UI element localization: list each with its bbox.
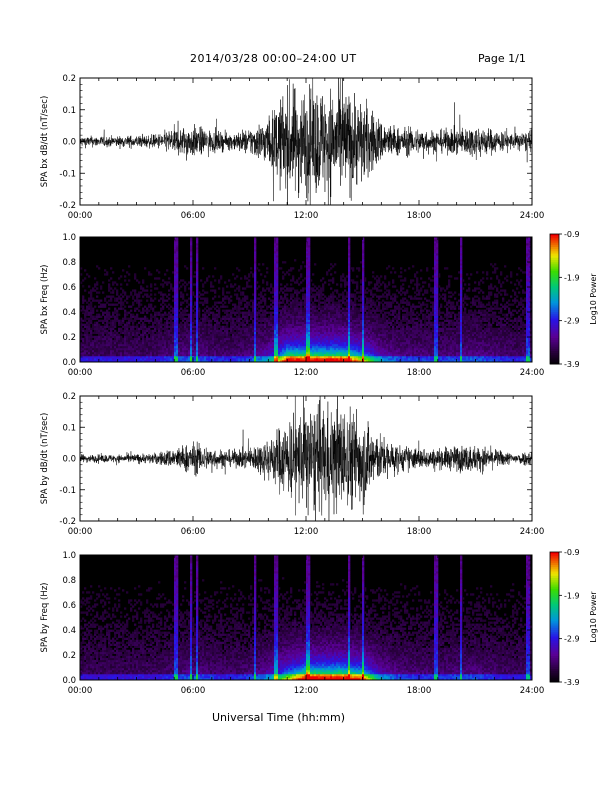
- y-tick-label: -0.2: [59, 517, 76, 527]
- x-tick-label: 18:00: [407, 527, 432, 537]
- y-tick-label: 1.0: [62, 551, 76, 561]
- x-tick-label: 06:00: [181, 368, 206, 378]
- y-tick-label: -0.1: [59, 169, 76, 179]
- y-tick-label: 0.2: [62, 392, 76, 402]
- x-tick-label: 24:00: [520, 368, 545, 378]
- y-axis-title: SPA bx dB/dt (nT/sec): [40, 96, 50, 188]
- y-tick-label: -0.1: [59, 486, 76, 496]
- x-tick-label: 24:00: [520, 527, 545, 537]
- colorbar-tick-label: -3.9: [564, 360, 580, 369]
- y-tick-label: 0.2: [62, 74, 76, 84]
- x-tick-label: 24:00: [520, 211, 545, 221]
- x-tick-label: 06:00: [181, 527, 206, 537]
- data-series-line: [80, 78, 532, 205]
- x-tick-label: 00:00: [68, 527, 93, 537]
- colorbar-frame: [549, 551, 560, 683]
- colorbar-tick-label: -0.9: [564, 230, 580, 239]
- colorbar: [550, 552, 559, 683]
- x-tick-label: 06:00: [181, 211, 206, 221]
- x-tick-label: 24:00: [520, 686, 545, 696]
- x-tick-label: 00:00: [68, 686, 93, 696]
- colorbar-frame: [549, 233, 560, 365]
- y-tick-label: 0.4: [62, 626, 76, 636]
- x-axis-title: Universal Time (hh:mm): [212, 711, 345, 724]
- x-tick-label: 06:00: [181, 686, 206, 696]
- x-tick-label: 12:00: [294, 211, 319, 221]
- x-tick-label: 18:00: [407, 211, 432, 221]
- colorbar-tick-label: -2.9: [564, 317, 580, 326]
- x-tick-label: 00:00: [68, 211, 93, 221]
- colorbar-tick-label: -1.9: [564, 273, 580, 282]
- y-tick-label: -0.2: [59, 201, 76, 211]
- colorbar-tick-label: -3.9: [564, 678, 580, 687]
- page-number: Page 1/1: [478, 52, 526, 65]
- data-series-line: [80, 396, 532, 521]
- x-tick-label: 18:00: [407, 368, 432, 378]
- x-tick-label: 12:00: [294, 686, 319, 696]
- x-tick-label: 12:00: [294, 368, 319, 378]
- page-title: 2014/03/28 00:00–24:00 UT: [190, 52, 357, 65]
- y-tick-label: 0.4: [62, 308, 76, 318]
- y-tick-label: 1.0: [62, 233, 76, 243]
- colorbar-title: Log10 Power: [589, 273, 598, 325]
- spectrogram-image: [80, 555, 533, 681]
- colorbar-tick-label: -0.9: [564, 548, 580, 557]
- y-tick-label: 0.0: [62, 358, 76, 368]
- y-tick-label: 0.6: [62, 283, 76, 293]
- y-tick-label: 0.1: [62, 106, 76, 116]
- colorbar-tick-label: -1.9: [564, 591, 580, 600]
- y-tick-label: 0.6: [62, 601, 76, 611]
- y-tick-label: 0.8: [62, 576, 76, 586]
- y-tick-label: 0.0: [62, 676, 76, 686]
- y-axis-title: SPA by dB/dt (nT/sec): [40, 413, 50, 505]
- colorbar: [550, 234, 559, 365]
- y-tick-label: 0.1: [62, 423, 76, 433]
- spectrogram-image: [80, 237, 533, 363]
- colorbar-tick-label: -2.9: [564, 635, 580, 644]
- x-tick-label: 12:00: [294, 527, 319, 537]
- y-tick-label: 0.0: [62, 455, 76, 465]
- y-tick-label: 0.2: [62, 333, 76, 343]
- y-tick-label: 0.2: [62, 651, 76, 661]
- x-tick-label: 00:00: [68, 368, 93, 378]
- y-tick-label: 0.8: [62, 258, 76, 268]
- y-axis-title: SPA bx Freq (Hz): [40, 264, 50, 334]
- colorbar-title: Log10 Power: [589, 591, 598, 643]
- y-tick-label: 0.0: [62, 138, 76, 148]
- x-tick-label: 18:00: [407, 686, 432, 696]
- y-axis-title: SPA by Freq (Hz): [40, 582, 50, 652]
